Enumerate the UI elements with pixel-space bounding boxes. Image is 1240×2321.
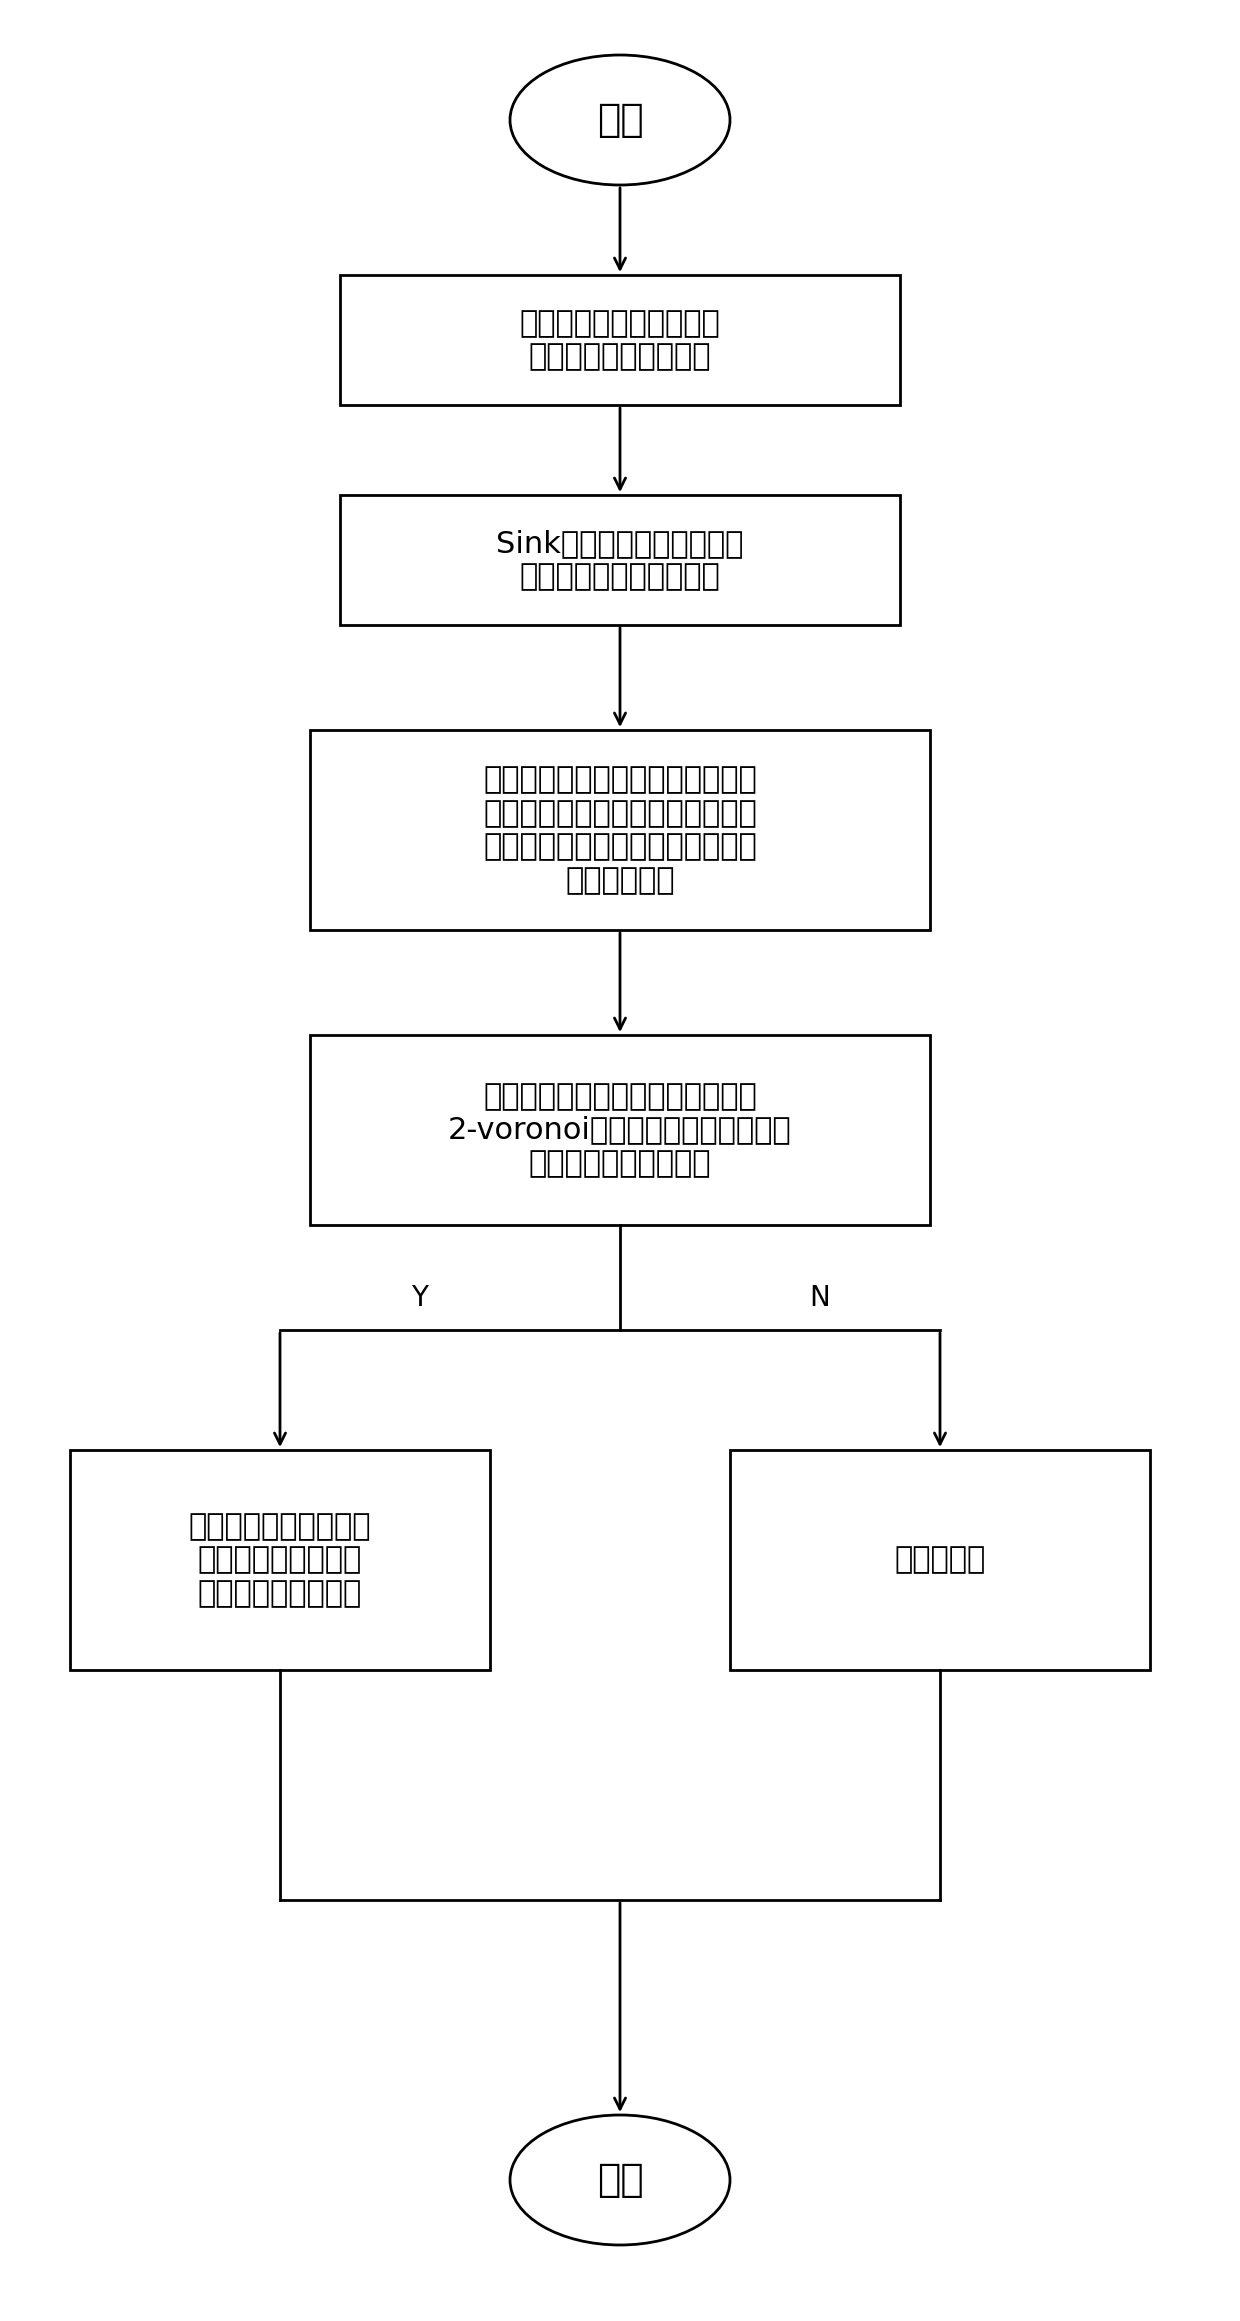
Text: Y: Y — [412, 1284, 429, 1311]
Bar — [310, 731, 930, 931]
Ellipse shape — [510, 2114, 730, 2244]
Bar — [340, 494, 900, 624]
Text: 节点随机部署于水面，每
个节点计算自己的坐标: 节点随机部署于水面，每 个节点计算自己的坐标 — [520, 309, 720, 371]
Text: 广播并在其相应的邻居
节点列表里删除此节
点，并使该节点休眠: 广播并在其相应的邻居 节点列表里删除此节 点，并使该节点休眠 — [188, 1511, 371, 1608]
Text: 结束: 结束 — [596, 2161, 644, 2198]
Text: 开始: 开始 — [596, 102, 644, 139]
Bar — [730, 1451, 1149, 1671]
Text: Sink节点根据坐标信息计算
每个节点应该下沉的深度: Sink节点根据坐标信息计算 每个节点应该下沉的深度 — [496, 529, 744, 592]
Bar — [310, 1035, 930, 1225]
Text: 保留该节点: 保留该节点 — [894, 1546, 986, 1574]
Text: 计算所有传感器节点的权值，利用
2-voronoi图引理依次判断权值最大
的节点是否为冗余节点: 计算所有传感器节点的权值，利用 2-voronoi图引理依次判断权值最大 的节点… — [448, 1082, 792, 1179]
Text: N: N — [810, 1284, 831, 1311]
Ellipse shape — [510, 56, 730, 186]
Bar — [340, 274, 900, 404]
Text: 下沉节点到相应的深度，节点广播
自身相关信息的同时接收和储存其
他节点信息，每个节点建立自己的
邻居节点列表: 下沉节点到相应的深度，节点广播 自身相关信息的同时接收和储存其 他节点信息，每个… — [484, 766, 756, 896]
Bar — [69, 1451, 490, 1671]
